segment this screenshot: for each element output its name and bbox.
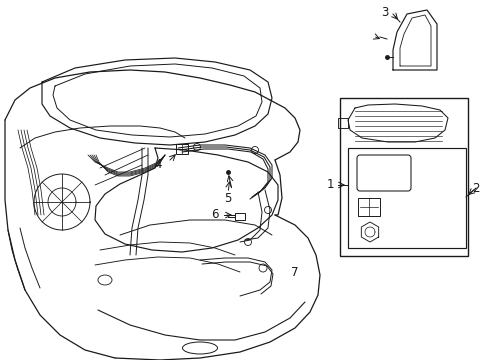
Text: 7: 7 (291, 266, 299, 279)
Text: 1: 1 (326, 179, 334, 192)
Text: 4: 4 (154, 158, 162, 171)
Text: 5: 5 (224, 192, 232, 204)
Bar (358, 198, 380, 216)
Text: 2: 2 (472, 181, 480, 194)
Bar (348, 148, 466, 248)
Bar (340, 98, 468, 256)
Text: 6: 6 (211, 208, 219, 221)
Text: 3: 3 (381, 5, 389, 18)
Bar (235, 213, 245, 220)
Bar (176, 144, 188, 154)
